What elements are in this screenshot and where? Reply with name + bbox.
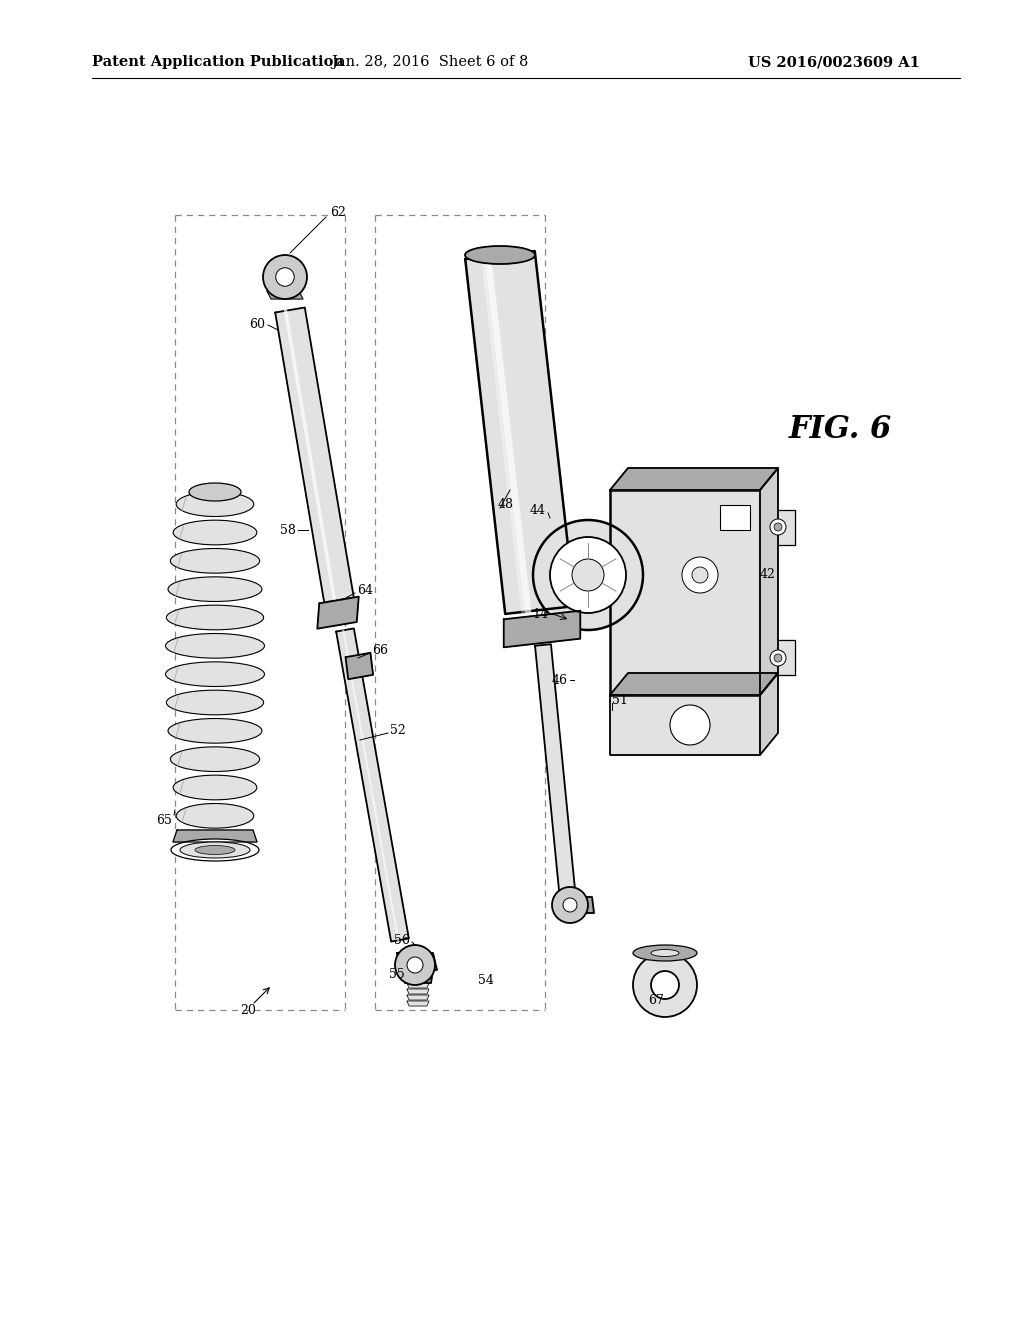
Text: Patent Application Publication: Patent Application Publication — [92, 55, 344, 69]
Polygon shape — [615, 525, 638, 593]
Text: 67: 67 — [648, 994, 664, 1006]
Ellipse shape — [166, 605, 263, 630]
Circle shape — [275, 268, 294, 286]
Text: 56: 56 — [394, 933, 410, 946]
Polygon shape — [554, 898, 594, 913]
Polygon shape — [267, 290, 303, 300]
Ellipse shape — [170, 747, 260, 771]
Polygon shape — [760, 640, 795, 675]
Ellipse shape — [171, 840, 259, 861]
Polygon shape — [610, 673, 778, 696]
Polygon shape — [504, 611, 581, 647]
Text: 64: 64 — [357, 583, 373, 597]
Polygon shape — [397, 953, 437, 970]
Ellipse shape — [168, 718, 262, 743]
Ellipse shape — [180, 842, 250, 858]
Polygon shape — [336, 628, 409, 941]
Ellipse shape — [651, 949, 679, 957]
Text: 55: 55 — [389, 969, 406, 982]
Text: 51: 51 — [612, 693, 628, 706]
Polygon shape — [760, 510, 795, 545]
Text: 42: 42 — [760, 569, 776, 582]
Text: Jan. 28, 2016  Sheet 6 of 8: Jan. 28, 2016 Sheet 6 of 8 — [332, 55, 528, 69]
Text: 14: 14 — [532, 609, 548, 622]
Circle shape — [407, 957, 423, 973]
Ellipse shape — [633, 945, 697, 961]
Polygon shape — [610, 696, 760, 755]
Circle shape — [563, 898, 577, 912]
Text: 54: 54 — [478, 974, 494, 986]
Text: FIG. 6: FIG. 6 — [788, 414, 892, 446]
Circle shape — [651, 972, 679, 999]
Polygon shape — [535, 644, 575, 900]
Polygon shape — [610, 469, 778, 490]
Text: 46: 46 — [552, 673, 568, 686]
Ellipse shape — [166, 690, 263, 715]
Text: 66: 66 — [372, 644, 388, 656]
Text: 44: 44 — [530, 503, 546, 516]
Circle shape — [774, 653, 782, 663]
Polygon shape — [760, 673, 778, 755]
Circle shape — [534, 520, 643, 630]
Circle shape — [552, 887, 588, 923]
Ellipse shape — [173, 520, 257, 545]
Polygon shape — [407, 995, 429, 1001]
Text: US 2016/0023609 A1: US 2016/0023609 A1 — [748, 55, 920, 69]
Polygon shape — [760, 469, 778, 696]
Text: 60: 60 — [249, 318, 265, 331]
Polygon shape — [407, 989, 429, 994]
Text: 48: 48 — [498, 499, 514, 511]
Ellipse shape — [189, 483, 241, 502]
Ellipse shape — [176, 492, 254, 516]
Ellipse shape — [170, 549, 260, 573]
Circle shape — [682, 557, 718, 593]
Circle shape — [770, 649, 786, 667]
Polygon shape — [720, 506, 750, 531]
Circle shape — [692, 568, 708, 583]
Text: 62: 62 — [330, 206, 346, 219]
Ellipse shape — [465, 246, 535, 264]
Polygon shape — [317, 597, 358, 628]
Circle shape — [572, 558, 604, 591]
Text: 65: 65 — [156, 813, 172, 826]
Ellipse shape — [166, 634, 264, 659]
Polygon shape — [275, 308, 353, 602]
Circle shape — [633, 953, 697, 1016]
Circle shape — [263, 255, 307, 300]
Ellipse shape — [166, 661, 264, 686]
Polygon shape — [173, 830, 257, 842]
Ellipse shape — [195, 846, 234, 854]
Ellipse shape — [168, 577, 262, 602]
Ellipse shape — [173, 775, 257, 800]
Circle shape — [770, 519, 786, 535]
Polygon shape — [407, 1001, 429, 1006]
Circle shape — [774, 523, 782, 531]
Ellipse shape — [176, 804, 254, 828]
Polygon shape — [407, 983, 429, 987]
Polygon shape — [610, 490, 760, 696]
Circle shape — [395, 945, 435, 985]
Text: 52: 52 — [390, 723, 406, 737]
Polygon shape — [465, 251, 574, 614]
Text: 20: 20 — [240, 1003, 256, 1016]
Circle shape — [550, 537, 626, 612]
Polygon shape — [403, 970, 433, 983]
Circle shape — [670, 705, 710, 744]
Polygon shape — [345, 653, 373, 680]
Text: 58: 58 — [281, 524, 296, 536]
